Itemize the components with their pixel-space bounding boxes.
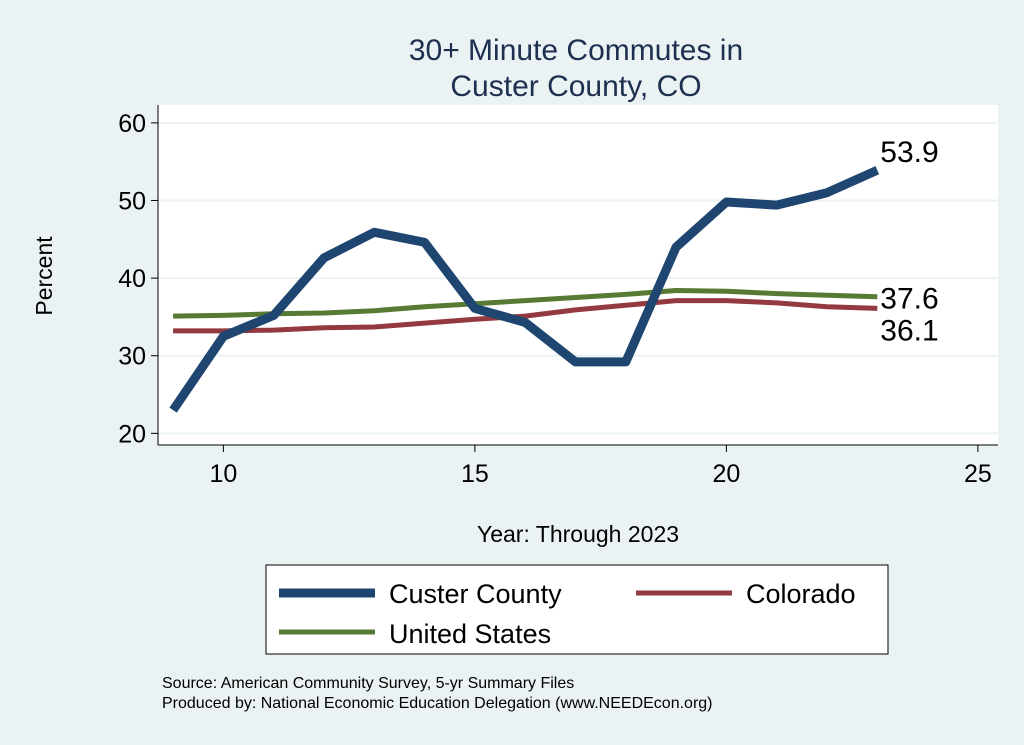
x-tick-label-15: 15 [461,460,489,488]
chart-title-line-2: Custer County, CO [450,70,701,103]
legend-label-united-states: United States [389,619,551,649]
legend-label-custer-county: Custer County [389,579,562,609]
y-tick-label-60: 60 [118,110,146,138]
y-tick-label-20: 20 [118,420,146,448]
y-tick-label-40: 40 [118,265,146,293]
x-tick-label-25: 25 [964,460,992,488]
end-label-colorado: 36.1 [880,314,938,347]
y-axis-label: Percent [31,236,57,316]
y-tick-label-50: 50 [118,187,146,215]
legend: Custer County Colorado United States [265,564,889,655]
legend-label-colorado: Colorado [746,579,856,609]
x-tick-label-20: 20 [712,460,740,488]
producer-note: Produced by: National Economic Education… [162,695,713,712]
plot-area [158,105,998,445]
x-axis-label: Year: Through 2023 [477,521,679,547]
y-tick-label-30: 30 [118,343,146,371]
end-label-custer-county: 53.9 [880,136,938,169]
end-label-united-states: 37.6 [880,283,938,316]
x-tick-label-10: 10 [209,460,237,488]
source-note: Source: American Community Survey, 5-yr … [162,675,574,692]
chart-title-line-1: 30+ Minute Commutes in [409,34,743,67]
